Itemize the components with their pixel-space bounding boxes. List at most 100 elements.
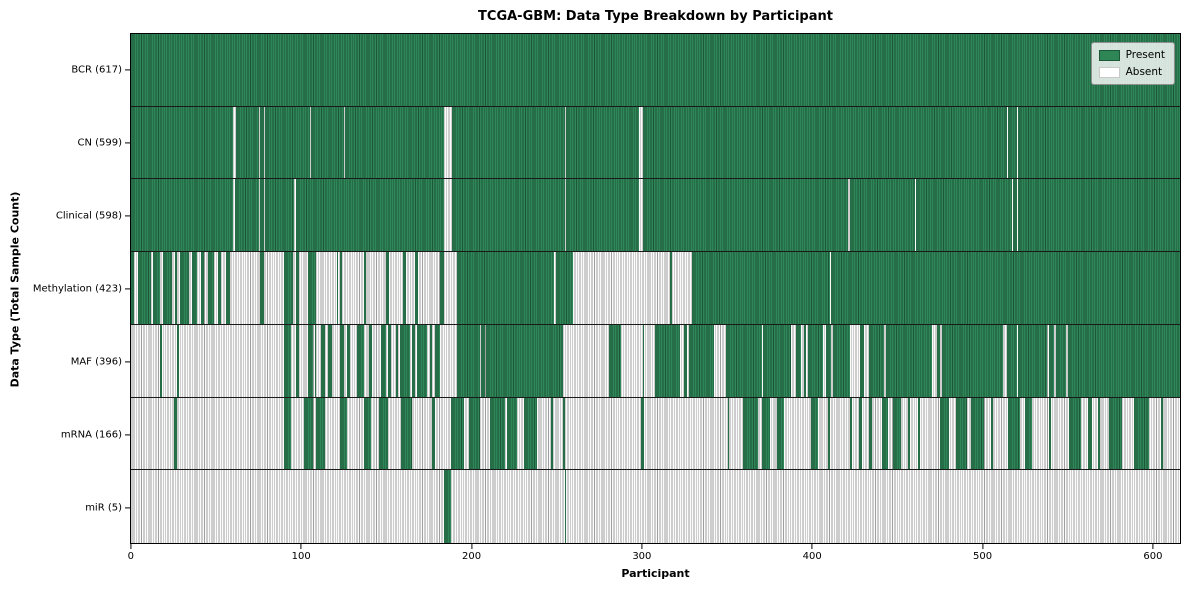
present-segment bbox=[340, 324, 344, 397]
present-segment bbox=[153, 252, 160, 324]
present-segment bbox=[363, 252, 366, 324]
heatmap-row-maf bbox=[131, 324, 1180, 398]
present-segment bbox=[642, 324, 645, 397]
x-tick-mark bbox=[811, 544, 813, 549]
present-segment bbox=[1049, 397, 1051, 470]
present-segment bbox=[970, 397, 985, 470]
present-segment bbox=[608, 324, 621, 397]
absent-swatch bbox=[1098, 66, 1120, 78]
present-segment bbox=[295, 324, 300, 397]
present-segment bbox=[481, 324, 485, 397]
y-tick-mark bbox=[125, 287, 130, 290]
y-tick-mark bbox=[125, 141, 130, 144]
present-segment bbox=[1108, 397, 1123, 470]
present-segment bbox=[414, 252, 419, 324]
present-segment bbox=[1018, 106, 1180, 179]
present-segment bbox=[131, 252, 135, 324]
present-segment bbox=[991, 397, 993, 470]
present-segment bbox=[316, 397, 325, 470]
present-segment bbox=[131, 34, 1180, 106]
y-tick-label-methylation: Methylation (423) bbox=[32, 283, 122, 294]
present-segment bbox=[469, 397, 480, 470]
present-segment bbox=[795, 324, 801, 397]
present-segment bbox=[411, 324, 415, 397]
y-tick-label-cn: CN (599) bbox=[77, 137, 122, 148]
x-tick-label: 400 bbox=[802, 551, 822, 562]
x-tick-mark bbox=[1152, 544, 1154, 549]
chart-title: TCGA-GBM: Data Type Breakdown by Partici… bbox=[478, 9, 833, 24]
present-segment bbox=[307, 252, 317, 324]
present-segment bbox=[363, 397, 371, 470]
present-segment bbox=[940, 397, 949, 470]
x-tick-label: 100 bbox=[291, 551, 311, 562]
present-segment bbox=[1161, 397, 1163, 470]
present-segment bbox=[159, 324, 162, 397]
present-segment bbox=[850, 179, 915, 252]
present-segment bbox=[860, 324, 864, 397]
heatmap-row-mrna bbox=[131, 397, 1180, 471]
present-segment bbox=[284, 324, 291, 397]
y-tick-mark bbox=[125, 214, 130, 217]
plot-area: Present Absent bbox=[130, 33, 1181, 544]
y-tick-mark bbox=[125, 68, 130, 71]
present-swatch bbox=[1098, 49, 1120, 61]
present-segment bbox=[550, 397, 553, 470]
present-segment bbox=[1055, 324, 1067, 397]
present-segment bbox=[443, 470, 451, 543]
y-tick-label-bcr: BCR (617) bbox=[71, 64, 122, 75]
present-segment bbox=[804, 324, 806, 397]
x-tick-label: 300 bbox=[632, 551, 652, 562]
present-segment bbox=[403, 252, 407, 324]
present-segment bbox=[1013, 179, 1017, 252]
present-segment bbox=[1049, 324, 1055, 397]
present-segment bbox=[907, 397, 910, 470]
present-segment bbox=[727, 397, 730, 470]
present-segment bbox=[416, 324, 427, 397]
present-segment bbox=[743, 397, 759, 470]
x-tick-label: 0 bbox=[127, 551, 135, 562]
y-tick-label-mrna: mRNA (166) bbox=[60, 429, 122, 440]
present-segment bbox=[180, 252, 189, 324]
present-segment bbox=[207, 252, 215, 324]
present-segment bbox=[386, 252, 390, 324]
present-segment bbox=[131, 106, 233, 179]
present-segment bbox=[295, 179, 444, 252]
present-segment bbox=[265, 106, 310, 179]
present-segment bbox=[379, 397, 388, 470]
present-segment bbox=[357, 324, 364, 397]
present-segment bbox=[163, 252, 172, 324]
present-segment bbox=[850, 397, 852, 470]
present-segment bbox=[1018, 324, 1048, 397]
present-segment bbox=[260, 106, 264, 179]
heatmap-row-bcr bbox=[131, 34, 1180, 107]
present-segment bbox=[761, 397, 771, 470]
present-segment bbox=[340, 252, 342, 324]
present-segment bbox=[1134, 397, 1150, 470]
present-segment bbox=[304, 397, 313, 470]
present-segment bbox=[885, 324, 932, 397]
present-segment bbox=[399, 324, 410, 397]
present-segment bbox=[200, 252, 205, 324]
heatmap-row-mir bbox=[131, 470, 1180, 543]
present-segment bbox=[176, 324, 179, 397]
y-tick-label-maf: MAF (396) bbox=[70, 356, 122, 367]
x-axis-label: Participant bbox=[621, 567, 690, 580]
present-segment bbox=[683, 324, 687, 397]
present-segment bbox=[401, 397, 412, 470]
present-segment bbox=[336, 252, 339, 324]
present-segment bbox=[1067, 324, 1180, 397]
present-segment bbox=[369, 324, 373, 397]
present-segment bbox=[314, 324, 317, 397]
present-segment bbox=[506, 397, 517, 470]
legend-item-absent: Absent bbox=[1098, 66, 1165, 78]
present-segment bbox=[941, 324, 1004, 397]
legend: Present Absent bbox=[1090, 42, 1175, 85]
heatmap-row-cn bbox=[131, 106, 1180, 180]
x-tick-label: 200 bbox=[461, 551, 482, 562]
present-segment bbox=[340, 397, 347, 470]
present-segment bbox=[523, 397, 538, 470]
present-segment bbox=[450, 397, 465, 470]
present-segment bbox=[642, 106, 1007, 179]
present-segment bbox=[430, 324, 432, 397]
legend-item-present: Present bbox=[1098, 49, 1165, 61]
